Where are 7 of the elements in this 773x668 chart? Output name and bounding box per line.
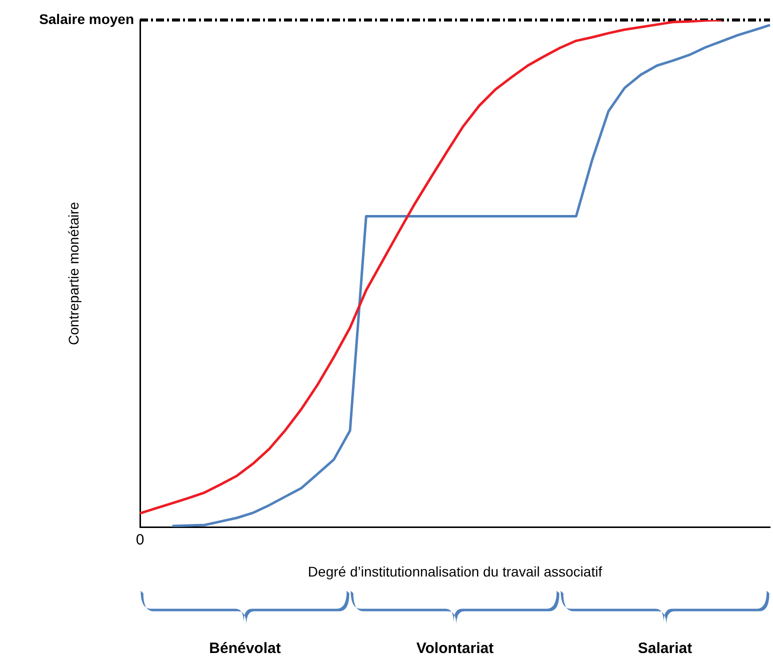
y-axis-title: Contrepartie monétaire — [65, 202, 82, 346]
ref-line-label: Salaire moyen — [39, 10, 134, 27]
text: Volontariat — [416, 640, 494, 657]
text: Salariat — [638, 640, 692, 657]
x-axis-title: Degré d’institutionnalisation du travail associatif — [308, 563, 602, 580]
text: Bénévolat — [209, 640, 281, 657]
text: 0 — [136, 532, 144, 549]
